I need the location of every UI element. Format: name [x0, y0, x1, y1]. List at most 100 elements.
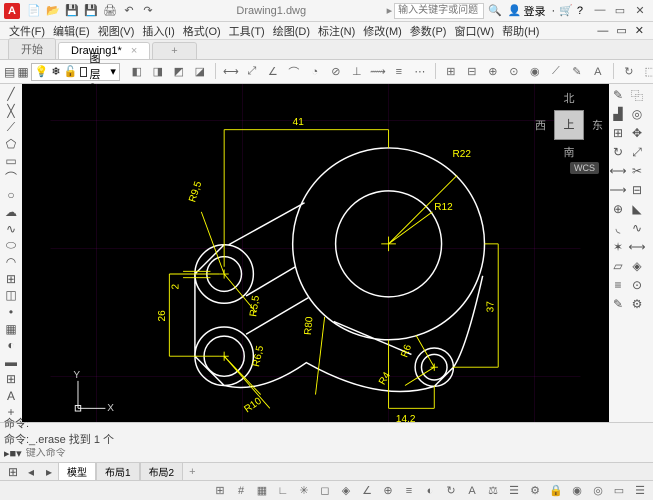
- mirror-icon[interactable]: ▟: [609, 105, 627, 123]
- status-clean-icon[interactable]: ▭: [610, 483, 628, 499]
- status-cycling-icon[interactable]: ↻: [442, 483, 460, 499]
- layer-states-icon[interactable]: ▦: [17, 63, 28, 81]
- status-snap-icon[interactable]: ▦: [253, 483, 271, 499]
- status-grid-icon[interactable]: #: [232, 483, 250, 499]
- block-icon[interactable]: ◫: [2, 288, 20, 304]
- table-icon[interactable]: ⊞: [2, 371, 20, 387]
- search-dropdown-icon[interactable]: ▸: [387, 4, 393, 17]
- blend-icon[interactable]: ∿: [628, 219, 646, 237]
- dimstyle-icon[interactable]: ⬚: [641, 63, 653, 81]
- menu-parametric[interactable]: 参数(P): [407, 23, 450, 39]
- explode-icon[interactable]: ✶: [609, 238, 627, 256]
- command-line[interactable]: 命令: 命令:_.erase 找到 1 个 ▸■▾: [0, 422, 653, 462]
- dim-radius-icon[interactable]: ◔: [306, 63, 324, 81]
- revcloud-icon[interactable]: ☁: [2, 204, 20, 220]
- save-icon[interactable]: 💾: [64, 3, 80, 19]
- setvar-icon[interactable]: ⚙: [628, 295, 646, 313]
- help-icon[interactable]: ?: [577, 5, 583, 17]
- status-isolate-icon[interactable]: ◎: [589, 483, 607, 499]
- mtext-icon[interactable]: A: [2, 388, 20, 404]
- tolerance-icon[interactable]: ⊕: [484, 63, 502, 81]
- center-mark-icon[interactable]: ⊙: [505, 63, 523, 81]
- minimize-button[interactable]: —: [591, 4, 609, 17]
- dim-jog-line-icon[interactable]: ⟋: [547, 63, 565, 81]
- pline-icon[interactable]: ⟋: [2, 119, 20, 135]
- layer-properties-icon[interactable]: ▤: [4, 63, 15, 81]
- viewcube-top[interactable]: 上: [554, 110, 584, 140]
- status-lock-icon[interactable]: 🔒: [547, 483, 565, 499]
- break-icon[interactable]: ⊟: [628, 181, 646, 199]
- dim-ordinate-icon[interactable]: ⊥: [348, 63, 366, 81]
- doc-restore-button[interactable]: ▭: [613, 24, 629, 37]
- exchange-icon[interactable]: ·: [552, 5, 556, 17]
- inspect-icon[interactable]: ◉: [526, 63, 544, 81]
- doc-close-button[interactable]: ✕: [632, 24, 647, 37]
- dim-jogged-icon[interactable]: ⟿: [369, 63, 387, 81]
- status-workspace-icon[interactable]: ⚙: [526, 483, 544, 499]
- area-icon[interactable]: ▱: [609, 257, 627, 275]
- menu-edit[interactable]: 编辑(E): [50, 23, 93, 39]
- xline-icon[interactable]: ╳: [2, 103, 20, 119]
- status-model-icon[interactable]: ⊞: [211, 483, 229, 499]
- dim-aligned-icon[interactable]: ⤢: [243, 63, 261, 81]
- gradient-icon[interactable]: ◐: [2, 338, 20, 354]
- tab-add[interactable]: +: [183, 466, 201, 478]
- wcs-badge[interactable]: WCS: [570, 162, 599, 174]
- dim-update-icon[interactable]: ↻: [620, 63, 638, 81]
- help-search-input[interactable]: [394, 3, 484, 19]
- status-custom-icon[interactable]: ☰: [631, 483, 649, 499]
- point-icon[interactable]: •: [2, 304, 20, 320]
- open-icon[interactable]: 📂: [45, 3, 61, 19]
- distance-icon[interactable]: ⟷: [628, 238, 646, 256]
- redo-icon[interactable]: ↷: [140, 3, 156, 19]
- spline-icon[interactable]: ∿: [2, 221, 20, 237]
- dim-linear-icon[interactable]: ⟷: [222, 63, 240, 81]
- menu-insert[interactable]: 插入(I): [139, 23, 177, 39]
- arc-icon[interactable]: ⌒: [2, 169, 20, 186]
- status-polar-icon[interactable]: ✳: [295, 483, 313, 499]
- layout-list-icon[interactable]: ⊞: [4, 463, 22, 481]
- scale-icon[interactable]: ⤢: [628, 143, 646, 161]
- menu-view[interactable]: 视图(V): [95, 23, 138, 39]
- undo-icon[interactable]: ↶: [121, 3, 137, 19]
- layer-combo[interactable]: 💡 ❄ 🔓 图层2 ▾: [31, 63, 120, 81]
- menu-modify[interactable]: 修改(M): [360, 23, 405, 39]
- status-ortho-icon[interactable]: ∟: [274, 483, 292, 499]
- copy-icon[interactable]: ⿻: [628, 86, 646, 104]
- tab-layout2[interactable]: 布局2: [140, 462, 184, 481]
- menu-dimension[interactable]: 标注(N): [315, 23, 358, 39]
- dim-arc-icon[interactable]: ⌒: [285, 63, 303, 81]
- drawing-canvas[interactable]: 41R22R12R9,5R5,5R80R6,5R6R4R102623714,2X…: [22, 84, 609, 422]
- extend-icon[interactable]: ⟶: [609, 181, 627, 199]
- id-icon[interactable]: ⊙: [628, 276, 646, 294]
- status-units-icon[interactable]: ⚖: [484, 483, 502, 499]
- status-lwt-icon[interactable]: ≡: [400, 483, 418, 499]
- status-quickprops-icon[interactable]: ☰: [505, 483, 523, 499]
- erase-icon[interactable]: ✎: [609, 86, 627, 104]
- fillet-icon[interactable]: ◟: [609, 219, 627, 237]
- layer-prev-icon[interactable]: ◨: [149, 63, 167, 81]
- command-input[interactable]: [26, 448, 649, 459]
- ellipse-arc-icon[interactable]: ◠: [2, 254, 20, 270]
- dim-edit-icon[interactable]: ✎: [568, 63, 586, 81]
- menu-format[interactable]: 格式(O): [180, 23, 224, 39]
- tab-layout1[interactable]: 布局1: [96, 462, 140, 481]
- print-icon[interactable]: 🖨: [102, 3, 118, 19]
- rectangle-icon[interactable]: ▭: [2, 153, 20, 169]
- menu-window[interactable]: 窗口(W): [451, 23, 497, 39]
- close-button[interactable]: ✕: [631, 4, 649, 17]
- dim-space-icon[interactable]: ⊞: [442, 63, 460, 81]
- new-icon[interactable]: 📄: [26, 3, 42, 19]
- chamfer-icon[interactable]: ◣: [628, 200, 646, 218]
- layer-match-icon[interactable]: ◧: [128, 63, 146, 81]
- dim-baseline-icon[interactable]: ≡: [390, 63, 408, 81]
- status-annomonitor-icon[interactable]: A: [463, 483, 481, 499]
- circle-icon[interactable]: ○: [2, 187, 20, 203]
- tab-model[interactable]: 模型: [58, 462, 96, 481]
- saveas-icon[interactable]: 💾: [83, 3, 99, 19]
- dim-angular-icon[interactable]: ∠: [264, 63, 282, 81]
- tab-start[interactable]: 开始: [8, 38, 56, 59]
- massprop-icon[interactable]: ◈: [628, 257, 646, 275]
- array-icon[interactable]: ⊞: [609, 124, 627, 142]
- layer-iso-icon[interactable]: ◩: [170, 63, 188, 81]
